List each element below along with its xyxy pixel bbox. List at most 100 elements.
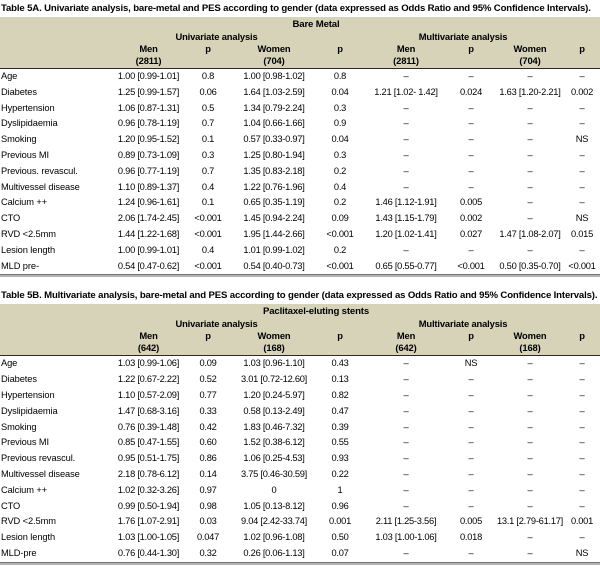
odds-ratio-cell: – <box>403 484 409 495</box>
p-value-cell: – <box>468 453 474 464</box>
odds-ratio-cell: – <box>527 468 533 479</box>
p-value-cell: NS <box>575 134 589 145</box>
column-label: Men <box>396 43 416 54</box>
p-value-cell: 0.9 <box>333 118 347 129</box>
p-value-cell: 0.13 <box>331 374 349 385</box>
column-sublabel: (2811) <box>393 54 419 66</box>
odds-ratio-cell: – <box>403 149 409 160</box>
odds-ratio-cell: – <box>403 547 409 558</box>
odds-ratio-cell: 1.46 [1.12-1.91] <box>375 197 437 208</box>
column-label: Women <box>257 43 291 54</box>
odds-ratio-cell: – <box>403 453 409 464</box>
table-row: Multivessel disease 1.10 [0.89-1.37] 0.4 1.… <box>0 180 600 196</box>
odds-ratio-cell: 1.52 [0.38-6.12] <box>243 437 305 448</box>
p-value-cell: 0.04 <box>331 86 349 97</box>
p-value-cell: 0.7 <box>201 118 215 129</box>
table-row: Age 1.03 [0.99-1.06] 0.09 1.03 [0.96-1.10] 0… <box>0 356 600 372</box>
table-row: Diabetes 1.22 [0.67-2.22] 0.52 3.01 [0.72-1… <box>0 372 600 388</box>
p-value-cell: – <box>579 468 585 479</box>
p-value-cell: 0.07 <box>331 547 349 558</box>
p-value-cell: 0.001 <box>570 516 593 527</box>
odds-ratio-cell: 1.05 [0.13-8.12] <box>243 500 305 511</box>
p-value-cell: 0.8 <box>333 71 347 81</box>
column-header-p: p <box>314 43 366 66</box>
p-value-cell: 0.002 <box>570 86 593 97</box>
row-label: Calcium ++ <box>1 484 48 495</box>
table-5a-header: Bare Metal Univariate analysis Multivari… <box>0 17 600 69</box>
p-value-cell: – <box>579 118 585 129</box>
odds-ratio-cell: 1.03 [1.00-1.05] <box>117 532 180 543</box>
p-value-cell: <0.001 <box>326 228 354 239</box>
p-value-cell: 0.47 <box>331 405 349 416</box>
p-value-cell: – <box>468 374 474 385</box>
p-value-cell: – <box>468 134 474 145</box>
odds-ratio-cell: 0.50 [0.35-0.70] <box>499 260 561 271</box>
table-row: Previous MI 0.85 [0.47-1.55] 0.60 1.52 [0.3… <box>0 435 600 451</box>
odds-ratio-cell: – <box>527 500 533 511</box>
multivariate-analysis-header: Multivariate analysis <box>418 31 508 42</box>
p-value-cell: <0.001 <box>194 213 222 224</box>
p-value-cell: – <box>468 118 474 129</box>
odds-ratio-cell: 0.95 [0.51-1.75] <box>117 453 180 464</box>
p-value-cell: – <box>579 197 585 208</box>
p-value-cell: – <box>579 389 585 400</box>
odds-ratio-cell: – <box>527 102 533 113</box>
p-value-cell: – <box>468 437 474 448</box>
column-label: p <box>468 43 474 54</box>
row-label: CTO <box>1 500 21 511</box>
p-value-cell: 0.04 <box>331 134 349 145</box>
column-header-men: Men (642) <box>366 330 446 353</box>
p-value-cell: 1 <box>337 484 343 495</box>
p-value-cell: 0.33 <box>199 405 217 416</box>
row-label: Previous MI <box>1 437 49 448</box>
p-value-cell: 0.018 <box>459 532 482 543</box>
table-row: Hypertension 1.06 [0.87-1.31] 0.5 1.34 [0.7… <box>0 101 600 117</box>
odds-ratio-cell: 1.10 [0.57-2.09] <box>117 389 180 400</box>
table-row: MLD pre- 0.54 [0.47-0.62] <0.001 0.54 [0.40… <box>0 259 600 275</box>
odds-ratio-cell: 0.96 [0.78-1.19] <box>117 118 180 129</box>
odds-ratio-cell: 1.10 [0.89-1.37] <box>117 181 180 192</box>
column-header-women: Women (168) <box>234 330 314 353</box>
odds-ratio-cell: 1.35 [0.83-2.18] <box>243 165 305 176</box>
odds-ratio-cell: – <box>527 244 533 255</box>
odds-ratio-cell: – <box>527 165 533 176</box>
column-header-p: p <box>182 330 234 353</box>
column-header-p: p <box>446 43 496 66</box>
analysis-header-row: Univariate analysis Multivariate analysi… <box>0 318 600 330</box>
p-value-cell: 0.1 <box>201 134 215 145</box>
analysis-header-row: Univariate analysis Multivariate analysi… <box>0 31 600 42</box>
p-value-cell: – <box>468 421 474 432</box>
p-value-cell: 0.43 <box>331 358 349 369</box>
p-value-cell: 0.77 <box>199 389 217 400</box>
odds-ratio-cell: 1.03 [0.99-1.06] <box>117 358 180 369</box>
odds-ratio-cell: 1.83 [0.46-7.32] <box>243 421 305 432</box>
p-value-cell: 0.002 <box>459 213 482 224</box>
odds-ratio-cell: 1.25 [0.99-1.57] <box>117 86 180 97</box>
table-row: Previous. revascul. 0.96 [0.77-1.19] 0.7 1.… <box>0 164 600 180</box>
row-label: Dyslipidaemia <box>1 405 58 416</box>
p-value-cell: 0.93 <box>331 453 349 464</box>
p-value-cell: – <box>468 244 474 255</box>
column-sublabel: (168) <box>519 341 541 353</box>
p-value-cell: – <box>579 437 585 448</box>
p-value-cell: 0.2 <box>333 244 347 255</box>
univariate-analysis-header: Univariate analysis <box>175 318 258 330</box>
table-bottom-rule <box>0 274 600 278</box>
table-row: Dyslipidaemia 0.96 [0.78-1.19] 0.7 1.04 [0.… <box>0 116 600 132</box>
row-label: Previous. revascul. <box>1 165 78 176</box>
p-value-cell: 0.09 <box>331 213 349 224</box>
p-value-cell: 0.50 <box>331 532 349 543</box>
p-value-cell: 0.8 <box>201 71 215 81</box>
p-value-cell: NS <box>575 547 589 558</box>
odds-ratio-cell: 1.06 [0.25-4.53] <box>243 453 305 464</box>
p-value-cell: <0.001 <box>194 260 222 271</box>
odds-ratio-cell: 1.20 [0.24-5.97] <box>243 389 305 400</box>
odds-ratio-cell: – <box>527 181 533 192</box>
table-row: Previous MI 0.89 [0.73-1.09] 0.3 1.25 [0.80… <box>0 148 600 164</box>
p-value-cell: – <box>579 484 585 495</box>
odds-ratio-cell: 1.76 [1.07-2.91] <box>117 516 180 527</box>
p-value-cell: 0.32 <box>199 547 217 558</box>
multivariate-analysis-header: Multivariate analysis <box>418 318 508 330</box>
odds-ratio-cell: – <box>527 389 533 400</box>
table-5a-body: Age 1.00 [0.99-1.01] 0.8 1.00 [0.98-1.02] 0.… <box>0 69 600 274</box>
